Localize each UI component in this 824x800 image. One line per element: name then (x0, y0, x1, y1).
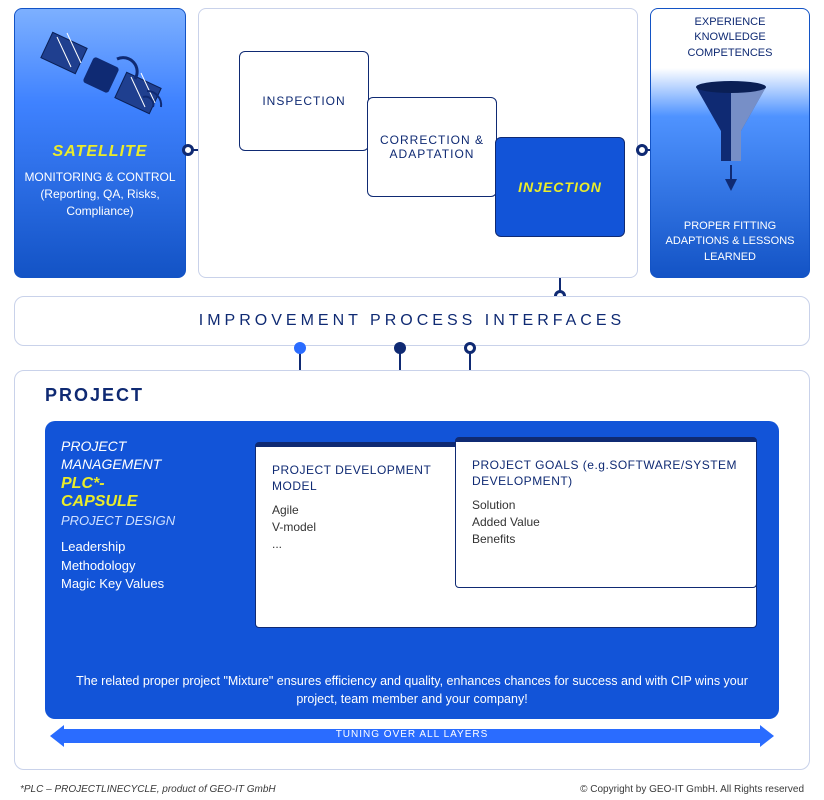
project-inner: PROJECTMANAGEMENT PLC*-CAPSULE PROJECT D… (45, 421, 779, 719)
connector-dot (636, 144, 648, 156)
exp-bottom: PROPER FITTING ADAPTIONS & LESSONS LEARN… (651, 219, 809, 265)
correction-box: CORRECTION & ADAPTATION (367, 97, 497, 197)
cards: PROJECT DEVELOPMENT MODEL Agile V-model … (255, 437, 763, 627)
project-left: PROJECTMANAGEMENT PLC*-CAPSULE PROJECT D… (61, 437, 241, 593)
funnel-icon (651, 69, 811, 199)
process-panel: INSPECTION CORRECTION & ADAPTATION INJEC… (198, 8, 638, 278)
ipi-dot (294, 342, 306, 354)
goals-card: PROJECT GOALS (e.g.SOFTWARE/SYSTEM DEVEL… (455, 437, 757, 588)
exp-line: EXPERIENCE (655, 15, 805, 30)
satellite-panel: SATELLITE MONITORING & CONTROL (Reportin… (14, 8, 186, 278)
satellite-icon (15, 9, 185, 139)
project-heading: PROJECT (45, 385, 809, 406)
experience-panel: EXPERIENCE KNOWLEDGE COMPETENCES PROPER … (650, 8, 810, 278)
ipi-bar: IMPROVEMENT PROCESS INTERFACES (14, 296, 810, 346)
footer-left: *PLC – PROJECTLINECYCLE, product of GEO-… (20, 784, 276, 795)
injection-box: INJECTION (495, 137, 625, 237)
exp-line: COMPETENCES (655, 46, 805, 61)
footer-right: © Copyright by GEO-IT GmbH. All Rights r… (580, 784, 804, 795)
footer: *PLC – PROJECTLINECYCLE, product of GEO-… (20, 784, 804, 795)
connector-dot (182, 144, 194, 156)
slogan: The related proper project "Mixture" ens… (61, 672, 763, 710)
ipi-dot (464, 342, 476, 354)
satellite-desc: MONITORING & CONTROL (Reporting, QA, Ris… (23, 169, 177, 219)
satellite-title: SATELLITE (23, 143, 177, 161)
tuning-arrow: TUNING OVER ALL LAYERS (50, 725, 774, 747)
ipi-dot (394, 342, 406, 354)
infographic-root: SATELLITE MONITORING & CONTROL (Reportin… (0, 0, 824, 800)
inspection-box: INSPECTION (239, 51, 369, 151)
exp-line: KNOWLEDGE (655, 30, 805, 45)
project-panel: PROJECT PROJECTMANAGEMENT PLC*-CAPSULE P… (14, 370, 810, 770)
